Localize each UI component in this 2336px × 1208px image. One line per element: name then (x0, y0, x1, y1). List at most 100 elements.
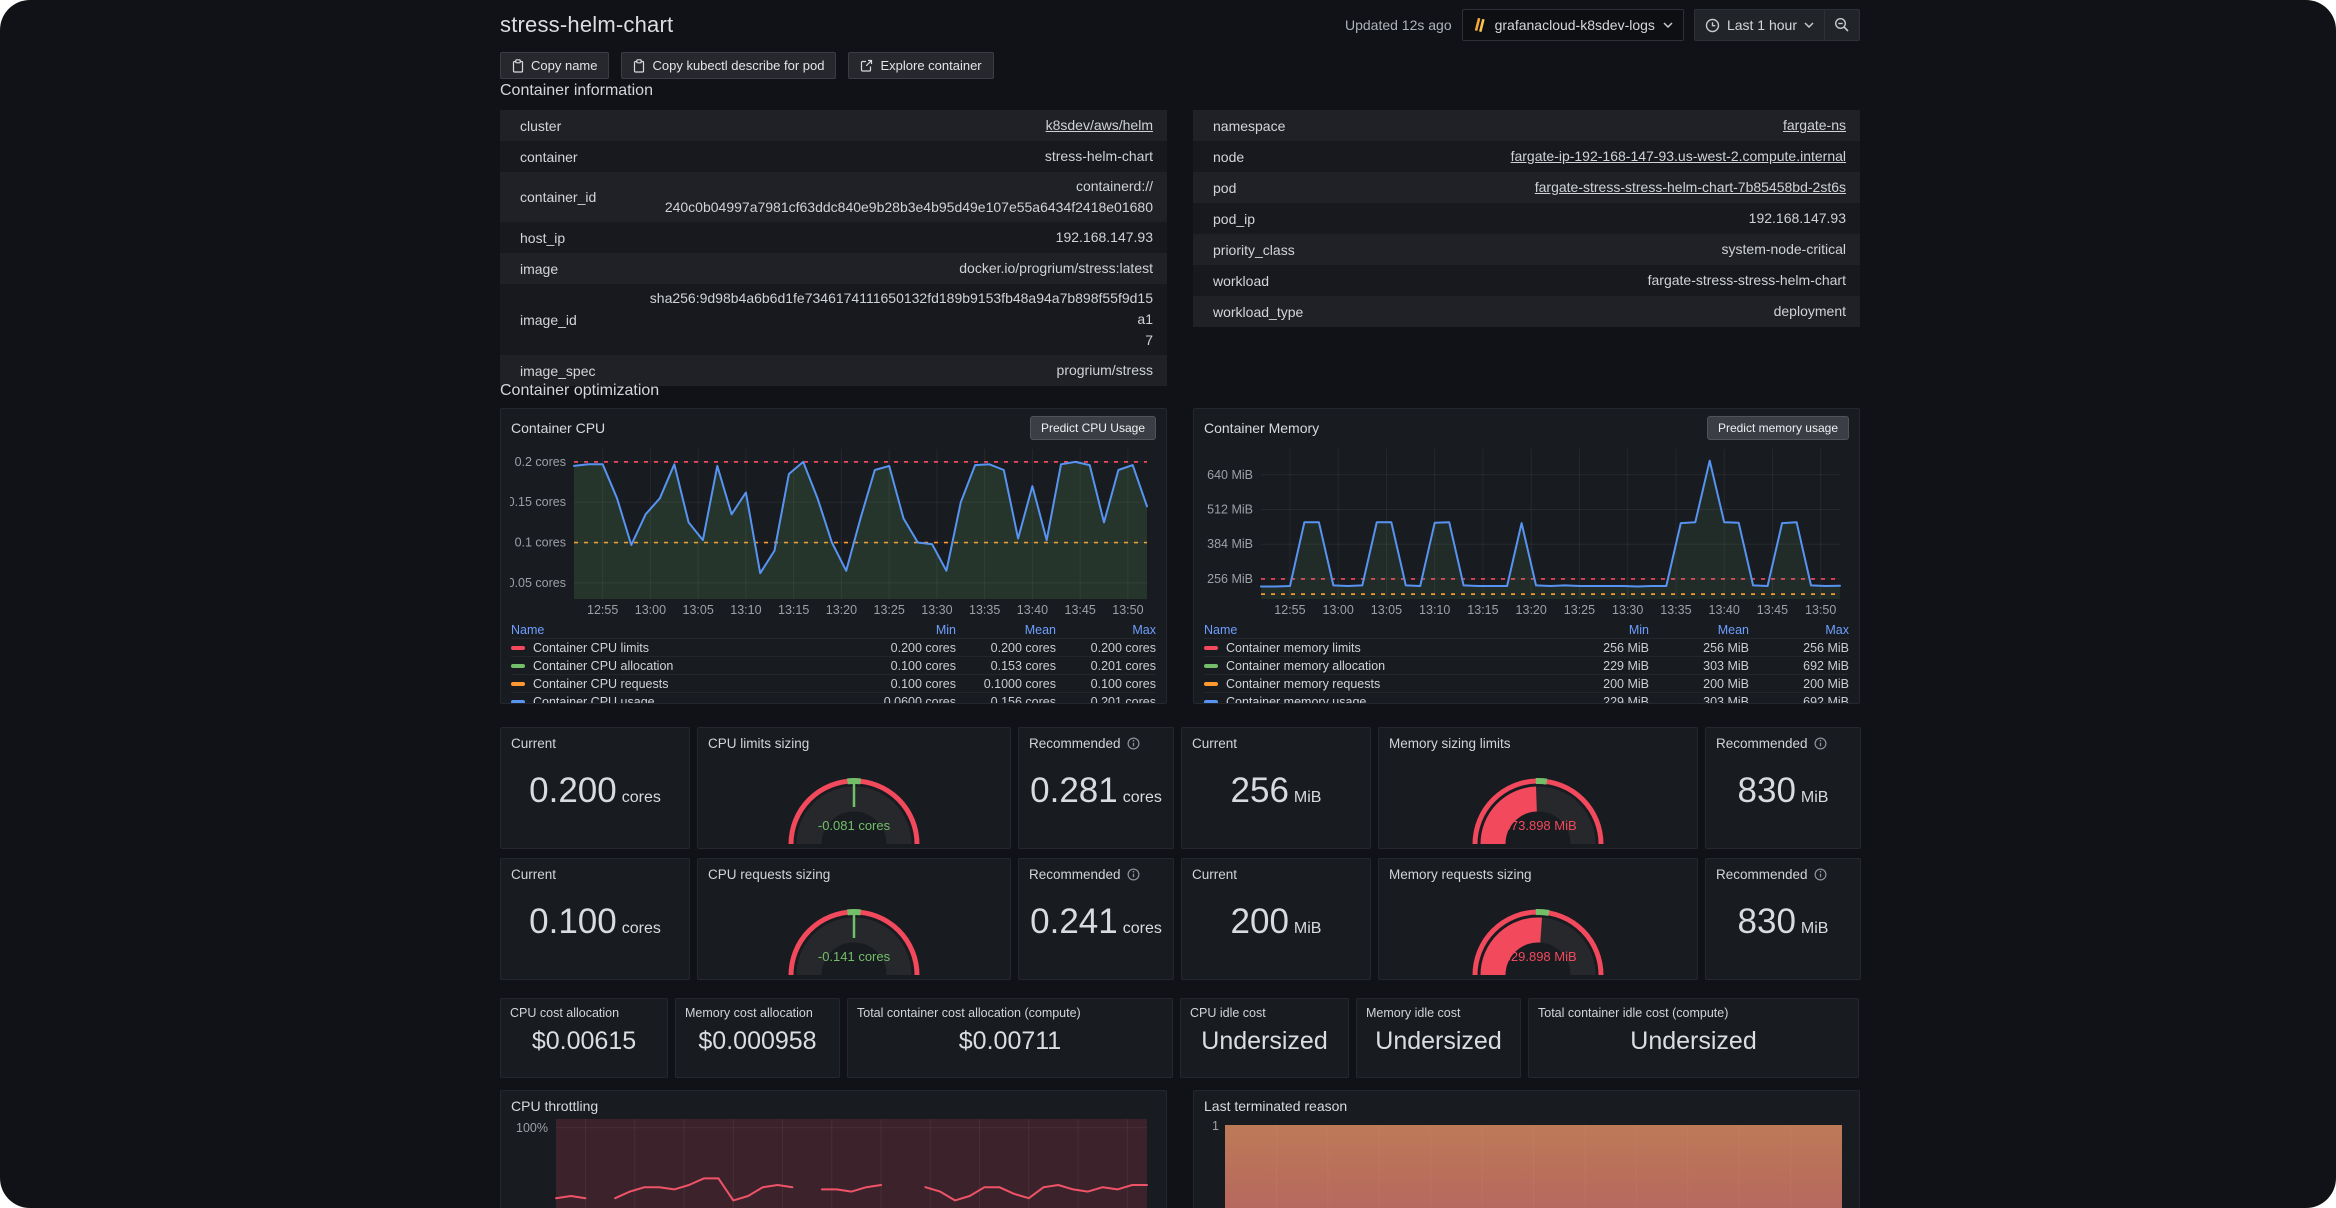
info-icon[interactable] (1814, 737, 1827, 750)
kv-key: node (1213, 148, 1245, 165)
panel-title: CPU requests sizing (698, 859, 1010, 882)
stat-number: 0.100 (529, 902, 617, 941)
table-row: workload_type deployment (1193, 296, 1860, 327)
svg-text:13:15: 13:15 (778, 603, 809, 617)
gauge-value: -0.081 cores (818, 818, 891, 833)
panel-title: Current (501, 728, 689, 751)
zoom-out-button[interactable] (1824, 10, 1859, 40)
panel-title: CPU cost allocation (510, 1006, 620, 1020)
cost-panel-cpu-cost-allocation: CPU cost allocation $0.00615 (500, 998, 668, 1078)
svg-text:13:05: 13:05 (683, 603, 714, 617)
legend-series-label: Container memory allocation (1226, 658, 1386, 673)
gauge-value: -573.898 MiB (1499, 818, 1576, 833)
panel-title: Last terminated reason (1204, 1098, 1348, 1114)
legend-max-value: 256 MiB (1803, 640, 1849, 655)
legend-max-value: 692 MiB (1803, 658, 1849, 673)
gauge: -629.898 MiB (1472, 909, 1604, 976)
legend-series-toggle[interactable]: Container memory requests (1204, 677, 1549, 691)
stat-value: 0.281 cores (1019, 771, 1173, 811)
updated-text: Updated 12s ago (1344, 17, 1452, 33)
panel-title: Recommended (1706, 859, 1860, 882)
svg-text:13:20: 13:20 (1516, 603, 1547, 617)
svg-text:13:30: 13:30 (1612, 603, 1643, 617)
legend-series-toggle[interactable]: Container memory limits (1204, 641, 1549, 655)
panel-header: Container CPU Predict CPU Usage (501, 409, 1166, 443)
legend-sort-name[interactable]: Name (1204, 622, 1238, 637)
info-icon[interactable] (1127, 868, 1140, 881)
legend-series-toggle[interactable]: Container CPU requests (511, 677, 856, 691)
gauge-panel-memory-sizing-limits: Memory sizing limits -573.898 MiB (1378, 727, 1698, 849)
stat-panel-recommended: Recommended 830 MiB (1705, 727, 1861, 849)
legend-sort-max[interactable]: Max (1132, 622, 1156, 637)
panel-header: Container Memory Predict memory usage (1194, 409, 1859, 443)
info-icon[interactable] (1127, 737, 1140, 750)
kv-value: system-node-critical (1721, 241, 1846, 257)
predict-cpu-usage-button[interactable]: Predict CPU Usage (1029, 416, 1156, 440)
gauge-panel-cpu-requests-sizing: CPU requests sizing -0.141 cores (697, 858, 1011, 980)
panel-title-label: CPU limits sizing (708, 736, 810, 751)
stat-panel-current: Current 0.200 cores (500, 727, 690, 849)
panel-title-label: Current (511, 867, 557, 882)
kv-value-link[interactable]: fargate-stress-stress-helm-chart-7b85458… (1534, 179, 1846, 195)
legend-sort-mean[interactable]: Mean (1717, 622, 1749, 637)
predict-memory-usage-button[interactable]: Predict memory usage (1706, 416, 1849, 440)
legend-series-label: Container memory limits (1226, 640, 1361, 655)
kv-value: docker.io/progrium/stress:latest (959, 260, 1153, 276)
section-heading-container-optimization: Container optimization (500, 382, 660, 399)
kv-key: image (520, 260, 559, 277)
panel-title-label: CPU requests sizing (708, 867, 831, 882)
table-row: namespace fargate-ns (1193, 110, 1860, 141)
copy-name-button[interactable]: Copy name (500, 52, 610, 79)
legend-series-toggle[interactable]: Container memory usage (1204, 695, 1549, 703)
bottom-charts-row: CPU throttling 100%80%60% Last terminate… (500, 1090, 1860, 1208)
stat-number: 200 (1230, 902, 1289, 941)
legend-min-value: 229 MiB (1603, 658, 1649, 673)
legend-series-toggle[interactable]: Container memory allocation (1204, 659, 1549, 673)
svg-text:12:55: 12:55 (587, 603, 618, 617)
legend-series-label: Container CPU allocation (533, 658, 674, 673)
cost-value: Undersized (1630, 1027, 1757, 1055)
series-color-swatch (1204, 645, 1218, 650)
legend-sort-min[interactable]: Min (935, 622, 956, 637)
kv-value-link[interactable]: fargate-ns (1782, 117, 1846, 133)
legend-series-toggle[interactable]: Container CPU allocation (511, 659, 856, 673)
kv-value-link[interactable]: fargate-ip-192-168-147-93.us-west-2.comp… (1510, 148, 1846, 164)
explore-container-label: Explore container (880, 58, 982, 73)
kv-key: pod (1213, 179, 1237, 196)
svg-text:13:10: 13:10 (730, 603, 761, 617)
stat-number: 830 (1737, 902, 1796, 941)
legend-sort-min[interactable]: Min (1628, 622, 1649, 637)
cost-panel-total-container-idle-cost-compute-: Total container idle cost (compute) Under… (1528, 998, 1859, 1078)
copy-kubectl-describe-button[interactable]: Copy kubectl describe for pod (621, 52, 837, 79)
kv-key: image_spec (520, 362, 596, 379)
copy-name-label: Copy name (531, 58, 598, 73)
svg-text:13:25: 13:25 (1564, 603, 1595, 617)
legend-mean-value: 0.153 cores (990, 658, 1056, 673)
container-cpu-chart[interactable]: 0.05 cores 0.1 cores 0.15 cores 0.2 cores 12… (510, 443, 1155, 619)
legend-sort-name[interactable]: Name (511, 622, 545, 637)
cpu-throttling-chart[interactable]: 100%80%60% (510, 1117, 1155, 1208)
stat-unit: MiB (1293, 920, 1322, 937)
legend-series-toggle[interactable]: Container CPU usage (511, 694, 856, 704)
info-icon[interactable] (1814, 868, 1827, 881)
kv-key: pod_ip (1213, 210, 1256, 227)
panel-title: Total container idle cost (compute) (1538, 1006, 1729, 1020)
explore-container-button[interactable]: Explore container (848, 52, 994, 79)
legend-mean-value: 200 MiB (1703, 676, 1749, 691)
kv-value-link[interactable]: k8sdev/aws/helm (1045, 117, 1153, 133)
datasource-picker[interactable]: grafanacloud-k8sdev-logs (1461, 9, 1684, 41)
legend-sort-mean[interactable]: Mean (1024, 622, 1056, 637)
last-terminated-reason-chart[interactable]: 1 (1203, 1117, 1848, 1208)
legend-sort-max[interactable]: Max (1825, 622, 1849, 637)
legend-series-label: Container CPU usage (533, 694, 655, 704)
svg-text:13:35: 13:35 (1660, 603, 1691, 617)
sizing-row-requests: Current 0.100 cores CPU requests sizing -0.1… (500, 858, 1861, 980)
time-range-picker[interactable]: Last 1 hour (1695, 10, 1824, 40)
panel-title: Container Memory (1204, 420, 1320, 436)
panel-title-label: Memory requests sizing (1389, 867, 1532, 882)
action-button-row: Copy name Copy kubectl describe for pod … (500, 52, 994, 79)
container-memory-chart[interactable]: 256 MiB 384 MiB 512 MiB 640 MiB 12:55 13:00 13… (1203, 443, 1848, 619)
panel-title: Memory requests sizing (1379, 859, 1697, 882)
table-row: priority_class system-node-critical (1193, 234, 1860, 265)
legend-series-toggle[interactable]: Container CPU limits (511, 641, 856, 655)
